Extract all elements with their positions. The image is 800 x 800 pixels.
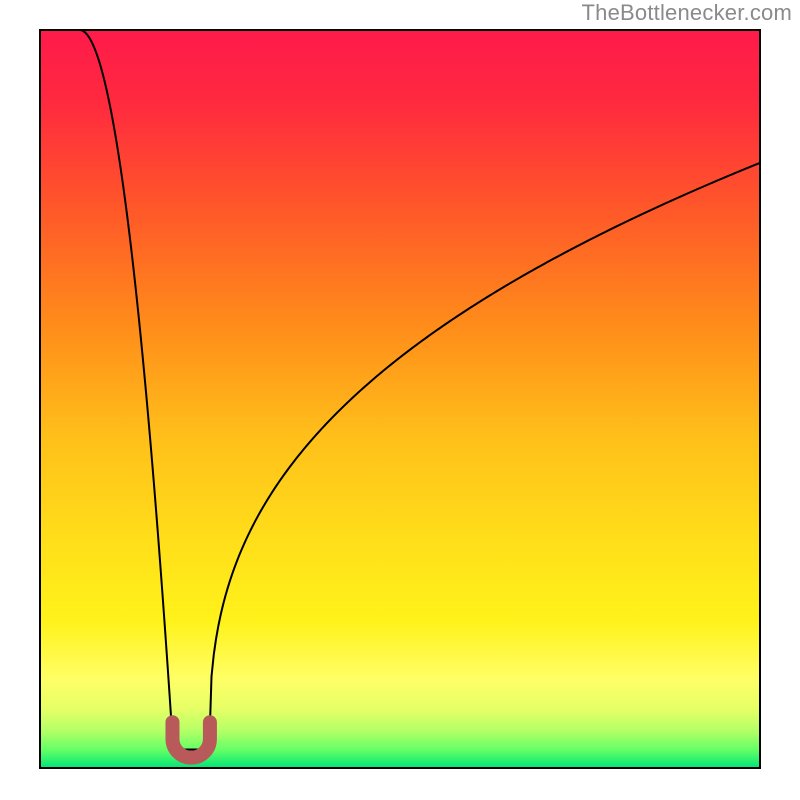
chart-stage: TheBottlenecker.com [0, 0, 800, 800]
plot-background [40, 30, 760, 768]
bottleneck-chart [0, 0, 800, 800]
watermark-text: TheBottlenecker.com [582, 0, 792, 26]
